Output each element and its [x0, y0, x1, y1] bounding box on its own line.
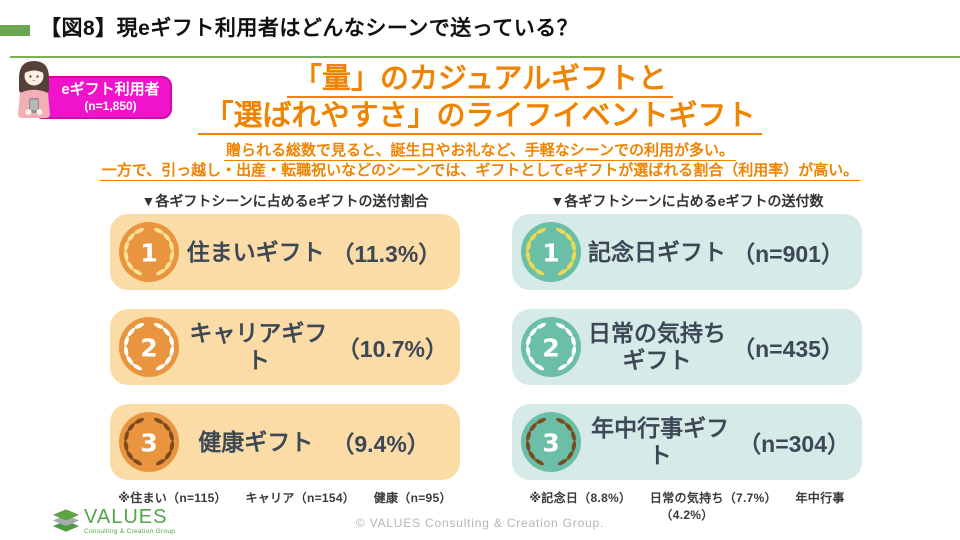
sub-headline: 贈られる総数で見ると、誕生日やお礼など、手軽なシーンでの利用が多い。 一方で、引… — [60, 141, 900, 181]
rank-label: 日常の気持ち ギフト — [588, 320, 727, 373]
subtext-line2: 一方で、引っ越し・出産・転職祝いなどのシーンでは、ギフトとしてeギフトが選ばれる… — [99, 162, 861, 181]
svg-text:2: 2 — [542, 334, 560, 363]
copyright-text: © VALUES Consulting & Creation Group. — [355, 516, 605, 530]
values-logo-tagline: Consulting & Creation Group — [84, 528, 176, 535]
values-logo-text: VALUES — [84, 506, 168, 528]
values-logo: VALUES Consulting & Creation Group — [52, 506, 176, 535]
rank-value: （n=435） — [732, 336, 844, 362]
share-footnote: ※住まい（n=115） キャリア（n=154） 健康（n=95） — [118, 491, 452, 505]
rank-value: （n=901） — [732, 241, 844, 267]
woman-smartphone-icon — [18, 61, 50, 118]
rank-value: （11.3%） — [331, 241, 442, 267]
count-rank-1-row: 1 記念日ギフト （n=901） — [512, 214, 862, 290]
svg-text:3: 3 — [542, 429, 560, 458]
svg-text:1: 1 — [140, 239, 158, 268]
rank-2-medal-icon: 2 — [520, 316, 582, 378]
rank-3-medal-icon: 3 — [118, 411, 180, 473]
rank-1-medal-icon: 1 — [520, 221, 582, 283]
rank-2-medal-icon: 2 — [118, 316, 180, 378]
rank-1-medal-icon: 1 — [118, 221, 180, 283]
page-title: 【図8】現eギフト利用者はどんなシーンで送っている？ — [40, 17, 579, 40]
title-divider — [10, 56, 960, 58]
count-footnote: ※記念日（8.8%） 日常の気持ち（7.7%） 年中行事（4.2%） — [529, 491, 845, 522]
egift-user-badge: eギフト利用者 (n=1,850) — [33, 76, 172, 119]
count-ranking-column: ▼各ギフトシーンに占めるeギフトの送付数 1 記念日ギフト （n=901） 2 … — [512, 192, 862, 523]
count-rank-2-row: 2 日常の気持ち ギフト （n=435） — [512, 309, 862, 385]
rank-value: （10.7%） — [336, 336, 448, 362]
svg-text:3: 3 — [140, 429, 158, 458]
rank-label: 健康ギフト — [198, 428, 314, 455]
rank-value: （9.4%） — [331, 431, 430, 457]
rank-3-medal-icon: 3 — [520, 411, 582, 473]
share-rank-2-row: 2 キャリアギフト （10.7%） — [110, 309, 460, 385]
headline: 「量」のカジュアルギフトと 「選ばれやすさ」のライフイベントギフト — [120, 61, 840, 135]
svg-text:1: 1 — [542, 239, 560, 268]
headline-line1: 「量」のカジュアルギフトと — [286, 63, 674, 98]
share-rank-3-row: 3 健康ギフト （9.4%） — [110, 404, 460, 480]
subtext-line1: 贈られる総数で見ると、誕生日やお礼など、手軽なシーンでの利用が多い。 — [224, 142, 736, 161]
title-accent-dash — [0, 25, 30, 36]
count-rank-3-row: 3 年中行事ギフト （n=304） — [512, 404, 862, 480]
rank-label: 住まいギフト — [186, 238, 325, 265]
share-rank-1-row: 1 住まいギフト （11.3%） — [110, 214, 460, 290]
headline-line2: 「選ばれやすさ」のライフイベントギフト — [198, 100, 762, 135]
values-logo-icon — [52, 509, 80, 532]
rank-label: キャリアギフト — [189, 320, 328, 373]
share-ranking-header: ▼各ギフトシーンに占めるeギフトの送付割合 — [141, 193, 429, 209]
badge-sample-size: (n=1,850) — [84, 99, 137, 113]
svg-text:2: 2 — [140, 334, 158, 363]
rank-label: 年中行事ギフト — [591, 415, 730, 468]
share-ranking-column: ▼各ギフトシーンに占めるeギフトの送付割合 1 住まいギフト （11.3%） 2… — [110, 192, 460, 506]
count-ranking-header: ▼各ギフトシーンに占めるeギフトの送付数 — [550, 193, 824, 209]
badge-label: eギフト利用者 — [61, 81, 160, 98]
rank-value: （n=304） — [738, 431, 850, 457]
rank-label: 記念日ギフト — [588, 238, 727, 265]
